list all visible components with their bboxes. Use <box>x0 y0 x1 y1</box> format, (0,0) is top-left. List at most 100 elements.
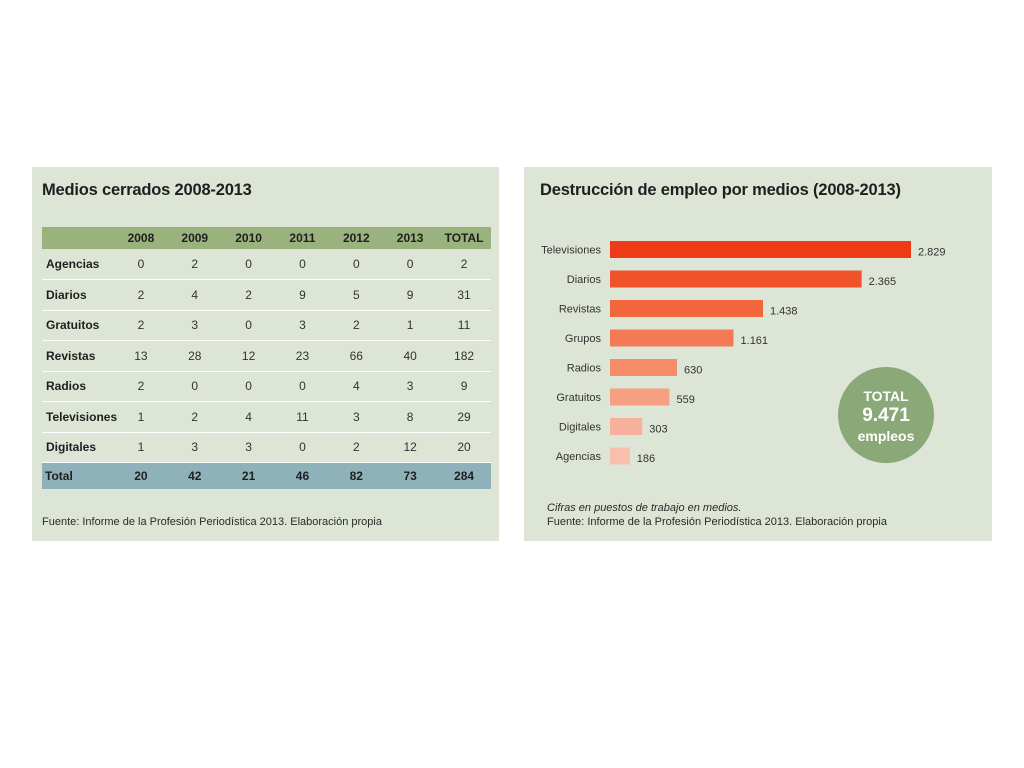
bar-value-label: 630 <box>684 365 702 377</box>
table-cell: 4 <box>191 287 199 302</box>
table-cell: 0 <box>406 257 414 271</box>
header-cell: 2011 <box>289 231 316 245</box>
row-label: Digitales <box>46 440 97 455</box>
table-cell: 4 <box>245 409 252 424</box>
table-cell: 3 <box>352 409 360 424</box>
table-cell: 23 <box>295 348 310 363</box>
table-cell: 0 <box>299 257 306 271</box>
table-cell: 0 <box>245 318 252 333</box>
table-cell: 0 <box>137 257 145 271</box>
bar-category-label: Televisiones <box>541 245 601 257</box>
header-cell: 2010 <box>235 231 262 245</box>
bar-category-label: Agencias <box>556 451 602 463</box>
bar-category-label: Radios <box>567 363 602 375</box>
row-label: Agencias <box>46 257 100 271</box>
header-cell: 2012 <box>342 231 370 245</box>
bar-category-label: Grupos <box>565 333 602 345</box>
table-cell: 5 <box>352 287 360 302</box>
header-cell: 2008 <box>127 231 155 245</box>
table-cell: 2 <box>191 409 199 424</box>
job-loss-panel: Televisiones 2.829 Diarios 2.365 Revistas 1.4… <box>524 167 992 541</box>
table-cell: 0 <box>191 379 199 394</box>
table-row: Revistas 13 28 12 23 66 40 182 <box>42 341 491 371</box>
table-row: Radios 2 0 0 0 4 3 9 <box>42 371 491 402</box>
row-label: Gratuitos <box>46 318 100 333</box>
table-cell: 0 <box>299 379 306 394</box>
table-cell: 11 <box>457 318 471 333</box>
bar <box>610 241 911 258</box>
table-cell: 9 <box>406 287 414 302</box>
table-cell: 0 <box>245 257 252 271</box>
closed-media-source: Fuente: Informe de la Profesión Periodís… <box>42 516 382 528</box>
table-cell: 66 <box>349 348 363 363</box>
table-cell: 12 <box>403 440 417 455</box>
row-label: Revistas <box>46 348 96 363</box>
table-cell: 2 <box>137 287 145 302</box>
bar-value-label: 1.438 <box>770 306 798 318</box>
bar-value-label: 1.161 <box>741 335 769 347</box>
total-badge-unit: empleos <box>857 428 915 444</box>
table-cell: 182 <box>454 348 475 363</box>
bar-category-label: Gratuitos <box>556 392 601 404</box>
bar <box>610 329 734 347</box>
closed-media-table-wrap: 2008 2009 2010 2011 2012 2013 TOTAL Agencias 0 2… <box>42 227 491 489</box>
table-cell: 31 <box>457 287 471 302</box>
bar-category-label: Revistas <box>559 304 602 316</box>
table-cell: 3 <box>191 318 199 333</box>
table-cell: 2 <box>352 440 360 455</box>
header-cell-empty <box>42 227 114 249</box>
bar <box>610 388 670 406</box>
bar-value-label: 303 <box>649 424 667 436</box>
header-cell: TOTAL <box>444 231 484 245</box>
total-cell: 73 <box>403 468 417 483</box>
table-cell: 0 <box>299 440 306 455</box>
bar-value-label: 186 <box>637 453 655 465</box>
table-cell: 3 <box>191 440 199 455</box>
table-cell: 9 <box>299 287 306 302</box>
bar <box>610 359 678 376</box>
total-cell: 82 <box>349 468 363 483</box>
bar-value-label: 559 <box>676 394 694 406</box>
row-label: Radios <box>46 379 87 394</box>
table-cell: 20 <box>457 440 471 455</box>
bar <box>610 270 862 288</box>
bar <box>610 300 764 317</box>
table-cell: 2 <box>191 257 199 271</box>
total-badge-label: TOTAL <box>863 388 909 404</box>
total-row: Total 20 42 21 46 82 73 284 <box>42 462 491 489</box>
header-cell: 2009 <box>181 231 209 245</box>
total-cell: 20 <box>134 468 148 483</box>
total-row-label: Total <box>45 468 73 483</box>
table-row: Televisiones 1 2 4 11 3 8 29 <box>42 402 491 432</box>
table-cell: 0 <box>245 379 252 394</box>
total-badge-value: 9.471 <box>862 405 910 426</box>
table-cell: 1 <box>137 409 145 424</box>
bar-category-label: Diarios <box>567 274 602 286</box>
table-cell: 2 <box>137 379 145 394</box>
job-loss-chart: Televisiones 2.829 Diarios 2.365 Revistas 1.4… <box>541 241 946 465</box>
table-cell: 3 <box>406 379 414 394</box>
bar <box>610 447 630 465</box>
header-cell: 2013 <box>396 231 424 245</box>
chart-source: Fuente: Informe de la Profesión Periodís… <box>547 516 887 528</box>
table-cell: 28 <box>188 348 202 363</box>
table-cell: 29 <box>457 409 471 424</box>
table-cell: 2 <box>137 318 145 333</box>
table-row: Agencias 0 2 0 0 0 0 2 <box>42 249 491 280</box>
table-cell: 11 <box>296 409 309 424</box>
closed-media-panel: Medios cerrados 2008-2013 2008 2009 2010 20… <box>32 167 499 541</box>
bar-value-label: 2.829 <box>918 247 946 259</box>
table-cell: 4 <box>352 379 360 394</box>
table-header-row: 2008 2009 2010 2011 2012 2013 TOTAL <box>42 227 491 249</box>
table-cell: 13 <box>134 348 148 363</box>
table-cell: 12 <box>241 348 256 363</box>
table-cell: 2 <box>352 318 360 333</box>
job-loss-title: Destrucción de empleo por medios (2008-2… <box>540 181 901 199</box>
table-cell: 40 <box>403 348 417 363</box>
table-row: Gratuitos 2 3 0 3 2 1 11 <box>42 310 491 341</box>
table-cell: 9 <box>460 379 468 394</box>
total-cell: 21 <box>241 468 256 483</box>
bar <box>610 418 643 435</box>
chart-note: Cifras en puestos de trabajo en medios. <box>547 502 742 514</box>
table-cell: 2 <box>245 287 252 302</box>
